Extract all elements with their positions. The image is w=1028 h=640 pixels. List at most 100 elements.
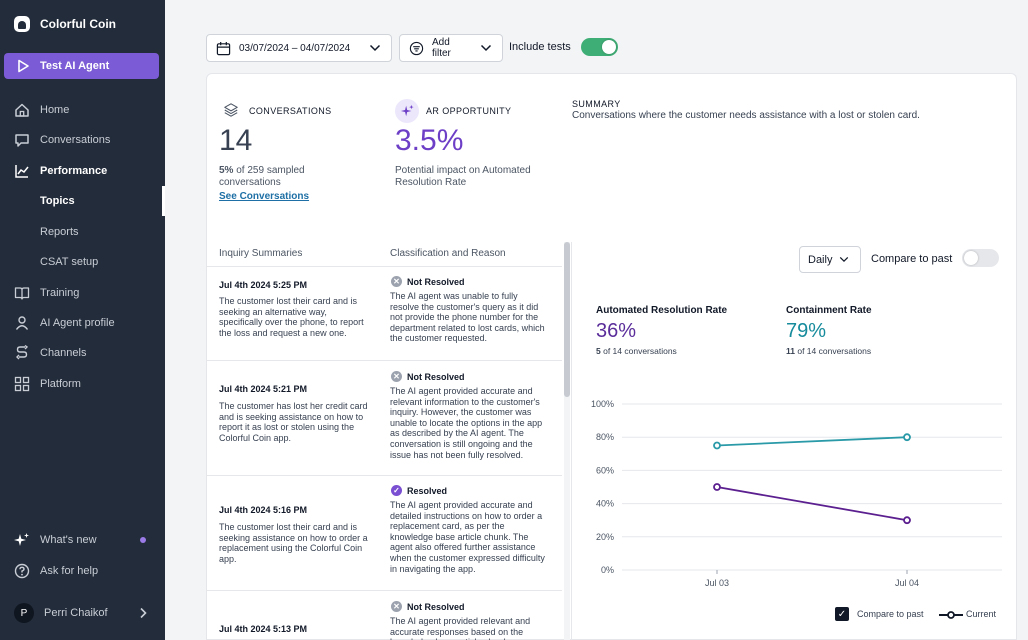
row-status: ✓ Resolved	[391, 485, 447, 496]
row-reason: The AI agent provided relevant and accur…	[390, 616, 531, 640]
legend-current-label: Current	[966, 609, 997, 619]
ar-opportunity-label: AR OPPORTUNITY	[426, 106, 512, 116]
sidebar-item-reports[interactable]: Reports	[0, 219, 165, 245]
sidebar-item-ai-agent-profile[interactable]: AI Agent profile	[0, 310, 165, 336]
y-tick-label: 60%	[596, 465, 614, 475]
play-icon	[15, 58, 31, 74]
rate-line-chart: 100% 80% 60% 40% 20% 0% Jul 03 Jul 04	[591, 399, 1002, 588]
panel-divider	[571, 242, 572, 640]
sidebar-item-label: Topics	[40, 195, 75, 207]
series-line	[716, 486, 908, 522]
sidebar-item-label: Home	[40, 104, 70, 116]
avatar: P	[14, 603, 34, 623]
sidebar-item-home[interactable]: Home	[0, 97, 165, 123]
sidebar-item-label: Reports	[40, 226, 79, 238]
whats-new-link[interactable]: What's new	[0, 527, 165, 553]
row-date: Jul 4th 2024 5:16 PM	[219, 505, 308, 515]
date-range-picker[interactable]: 03/07/2024 – 04/07/2024	[206, 34, 392, 62]
brand[interactable]: Colorful Coin	[14, 16, 116, 32]
metric-value-containment: 79%	[786, 320, 827, 342]
row-status: ✕ Not Resolved	[391, 276, 465, 287]
data-point	[713, 483, 721, 491]
table-row[interactable]: Jul 4th 2024 5:25 PM The customer lost t…	[207, 266, 562, 360]
row-summary: The customer lost their card and is seek…	[219, 296, 364, 338]
legend-compare-label: Compare to past	[857, 609, 924, 619]
metric-title-arr: Automated Resolution Rate	[596, 305, 728, 316]
sidebar-item-performance[interactable]: Performance	[0, 158, 165, 184]
summary-text: Conversations where the customer needs a…	[572, 110, 920, 121]
y-tick-label: 100%	[591, 399, 614, 409]
add-filter-button[interactable]: Add filter	[399, 34, 503, 62]
chevron-down-icon	[478, 40, 494, 56]
scrollbar-thumb[interactable]	[564, 242, 570, 397]
test-ai-agent-label: Test AI Agent	[40, 60, 110, 72]
table-row[interactable]: Jul 4th 2024 5:16 PM The customer lost t…	[207, 475, 562, 590]
topic-card: CONVERSATIONS 14 5% of 259 sampled conve…	[206, 73, 1017, 640]
sidebar-item-platform[interactable]: Platform	[0, 371, 165, 397]
date-range-value: 03/07/2024 – 04/07/2024	[239, 42, 351, 54]
metric-sub-containment: 11 of 14 conversations	[786, 346, 872, 356]
grid-icon	[14, 376, 30, 392]
sidebar: Colorful Coin Test AI Agent Home Convers…	[0, 0, 165, 640]
new-indicator-dot	[140, 537, 146, 543]
filter-icon	[408, 40, 424, 56]
chevron-down-icon	[367, 40, 383, 56]
user-menu[interactable]: P Perri Chaikof	[0, 600, 165, 626]
sparkle-icon	[395, 99, 419, 123]
column-header-inquiry: Inquiry Summaries	[219, 248, 303, 259]
sidebar-item-topics[interactable]: Topics	[0, 186, 165, 216]
calendar-icon	[215, 40, 231, 56]
row-reason: The AI agent was unable to fully resolve…	[390, 291, 545, 344]
sample-desc: of 259 sampled conversations	[219, 165, 305, 188]
brand-name: Colorful Coin	[40, 17, 116, 31]
data-point	[903, 516, 911, 525]
row-status: ✕ Not Resolved	[391, 601, 465, 612]
series-line	[716, 436, 908, 447]
table-row[interactable]: Jul 4th 2024 5:13 PM ✕ Not Resolved The A…	[207, 590, 562, 640]
not-resolved-icon: ✕	[391, 371, 402, 382]
row-date: Jul 4th 2024 5:13 PM	[219, 624, 308, 634]
table-row[interactable]: Jul 4th 2024 5:21 PM The customer has lo…	[207, 360, 562, 475]
metric-value-arr: 36%	[596, 320, 637, 342]
sidebar-item-channels[interactable]: Channels	[0, 340, 165, 366]
help-icon	[14, 563, 30, 579]
compare-to-past-toggle[interactable]	[962, 249, 999, 267]
whats-new-label: What's new	[40, 534, 97, 546]
sidebar-item-label: Platform	[40, 378, 81, 390]
metric-sub-arr: 5 of 14 conversations	[596, 346, 677, 356]
sample-percent: 5%	[219, 165, 234, 176]
granularity-select[interactable]: Daily	[799, 246, 861, 273]
row-summary: The customer has lost her credit card an…	[219, 401, 368, 443]
test-ai-agent-button[interactable]: Test AI Agent	[4, 53, 159, 79]
y-tick-label: 0%	[601, 565, 614, 575]
y-tick-label: 40%	[596, 499, 614, 509]
include-tests-toggle[interactable]	[581, 38, 618, 56]
chevron-right-icon	[135, 605, 151, 621]
row-reason: The AI agent provided accurate and relev…	[390, 386, 543, 460]
ask-for-help-link[interactable]: Ask for help	[0, 558, 165, 584]
sidebar-item-training[interactable]: Training	[0, 280, 165, 306]
sidebar-item-csat-setup[interactable]: CSAT setup	[0, 249, 165, 275]
brand-logo-icon	[14, 16, 30, 32]
user-icon	[14, 315, 30, 331]
x-tick-label: Jul 03	[705, 578, 729, 588]
sidebar-item-label: Training	[40, 287, 80, 299]
ar-opportunity-value: 3.5%	[395, 124, 464, 157]
sparkle-icon	[14, 532, 30, 548]
sidebar-item-label: CSAT setup	[40, 256, 99, 268]
sidebar-item-label: Channels	[40, 347, 87, 359]
sidebar-item-label: AI Agent profile	[40, 317, 115, 329]
compare-checkbox[interactable]: ✓	[835, 607, 849, 621]
channels-icon	[14, 345, 30, 361]
row-reason: The AI agent provided accurate and detai…	[390, 500, 545, 574]
metric-title-containment: Containment Rate	[786, 305, 872, 316]
conversations-sample-text: 5% of 259 sampled conversations	[219, 165, 339, 189]
sidebar-item-conversations[interactable]: Conversations	[0, 127, 165, 153]
sidebar-item-label: Conversations	[40, 134, 111, 146]
see-conversations-link[interactable]: See Conversations	[219, 191, 310, 202]
home-icon	[14, 102, 30, 118]
table-scrollbar[interactable]	[564, 242, 570, 640]
x-tick-label: Jul 04	[895, 578, 919, 588]
book-icon	[14, 285, 30, 301]
summary-label: SUMMARY	[572, 99, 621, 109]
